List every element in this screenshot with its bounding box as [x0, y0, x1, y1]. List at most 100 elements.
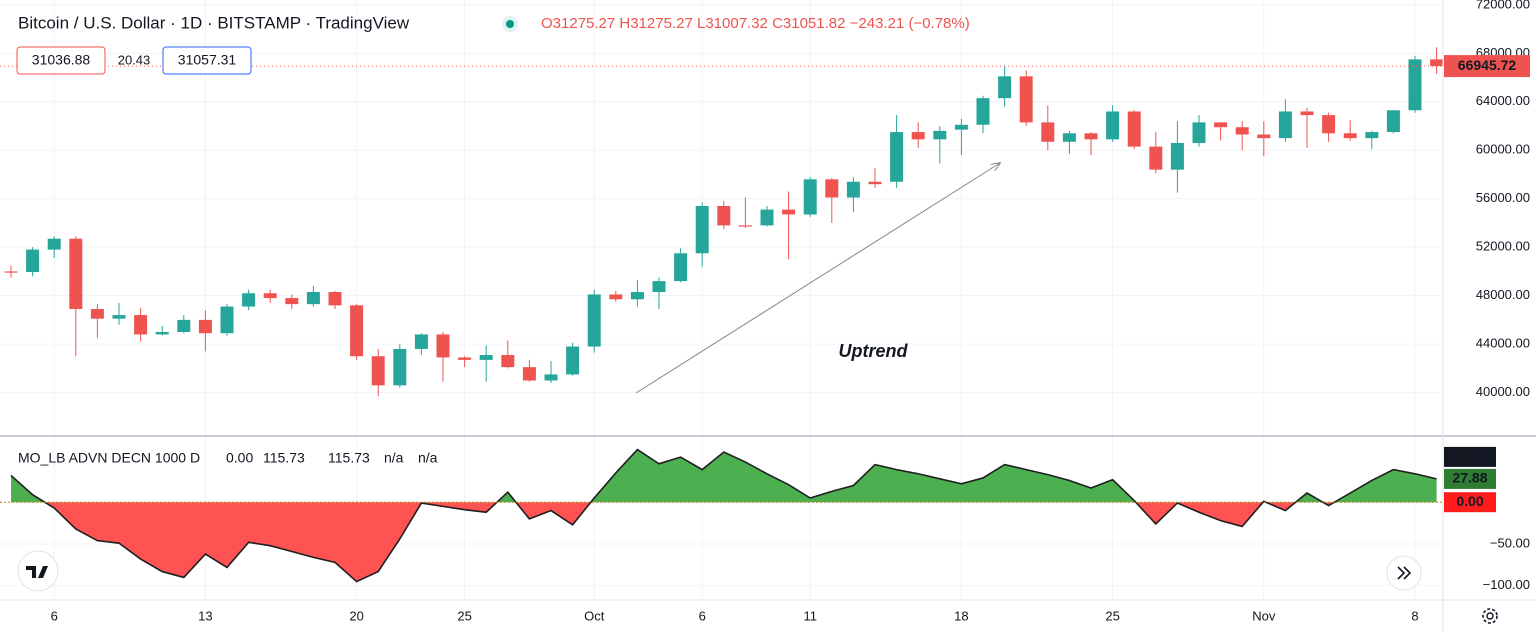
candle-body [1170, 142, 1184, 170]
candle-body [1386, 110, 1400, 133]
candle-body [782, 209, 796, 215]
candle-body [976, 98, 990, 125]
candle-body [911, 132, 925, 140]
settings-icon [1486, 612, 1494, 620]
candle-body [1062, 133, 1076, 142]
candle-body [1408, 59, 1422, 111]
x-tick-label: 6 [51, 608, 58, 623]
settings-button[interactable] [1482, 608, 1498, 624]
candle-body [26, 249, 40, 273]
y-tick-label: 44000.00 [1476, 336, 1530, 351]
x-tick-label: 25 [1105, 608, 1119, 623]
candle-body [738, 225, 752, 227]
candle-body [1365, 132, 1379, 139]
candle-body [155, 332, 169, 335]
candle-body [630, 292, 644, 300]
candle-body [1084, 133, 1098, 140]
candle-body [609, 294, 623, 300]
candle-body [695, 205, 709, 254]
status-dot [506, 20, 514, 28]
y-tick-label: 40000.00 [1476, 384, 1530, 399]
candle-body [306, 292, 320, 305]
candle-body [414, 334, 428, 349]
scroll-icon [1397, 566, 1412, 580]
candle-body [652, 281, 666, 293]
candle-body [998, 76, 1012, 99]
candle-body [1106, 111, 1120, 140]
x-tick-label: 25 [457, 608, 471, 623]
last-price-box [1444, 55, 1530, 78]
legend-high: H31275.27 [619, 15, 692, 32]
x-tick-label: 20 [349, 608, 363, 623]
last-price-label: 66945.72 [1458, 57, 1517, 73]
annotation: Uptrend [839, 341, 909, 361]
candle-body [587, 294, 601, 347]
candle-body [1257, 134, 1271, 139]
positive-area [11, 449, 1437, 503]
candle-body [134, 315, 148, 335]
candle-body [328, 292, 342, 306]
x-tick-label: Oct [584, 608, 605, 623]
candle-body [1235, 127, 1249, 135]
buy-box[interactable] [162, 46, 252, 75]
candle-body [954, 124, 968, 130]
candle-body [285, 298, 299, 305]
sell-price: 31036.88 [32, 52, 91, 68]
y-tick-label: 72000.00 [1476, 0, 1530, 11]
candle-body [371, 356, 385, 386]
y-tick-label: 48000.00 [1476, 287, 1530, 302]
candle-body [522, 367, 536, 381]
candle-body [69, 238, 83, 309]
indicator-legend-value: n/a [384, 450, 404, 466]
y-tick-label: 60000.00 [1476, 142, 1530, 157]
candle-body [1041, 122, 1055, 142]
x-tick-label: 11 [803, 608, 817, 623]
indicator-value-box [1444, 446, 1496, 467]
candle-body [90, 308, 104, 319]
negative-area [44, 502, 1335, 582]
candle-body [177, 319, 191, 333]
candle-body [479, 355, 493, 360]
indicator-legend-value: n/a [418, 450, 438, 466]
candle-body [890, 132, 904, 182]
candle-body [4, 271, 18, 273]
logo-button[interactable] [17, 550, 59, 592]
x-tick-label: 6 [699, 608, 706, 623]
indicator-value-label: 27.88 [1452, 448, 1487, 464]
buy-price: 31057.31 [178, 52, 237, 68]
candle-body [501, 355, 515, 368]
y-tick-label: 64000.00 [1476, 93, 1530, 108]
x-tick-label: 13 [198, 608, 212, 623]
x-tick-label: 8 [1411, 608, 1418, 623]
candle-body [1127, 111, 1141, 147]
spread: 20.43 [118, 52, 151, 67]
legend-close: C31051.82 [772, 15, 845, 32]
indicator-value-label: 0.00 [1456, 493, 1483, 509]
candle-body [1430, 59, 1444, 67]
candle-body [112, 315, 126, 319]
indicator-line [10, 448, 1437, 583]
indicator-value-box [1444, 468, 1496, 489]
candle-body [242, 293, 256, 307]
candle-body [1300, 111, 1314, 116]
candle-body [566, 346, 580, 375]
trend-arrow [635, 163, 1000, 394]
symbol-title[interactable]: Bitcoin / U.S. Dollar · 1D · BITSTAMP · … [18, 13, 410, 32]
candle-body [933, 130, 947, 140]
legend-low: L31007.32 [697, 15, 768, 32]
candle-body [1322, 115, 1336, 134]
candle-body [760, 209, 774, 226]
candle-body [458, 357, 472, 360]
y-tick-label: 52000.00 [1476, 239, 1530, 254]
indicator-legend-value: 0.00 [226, 450, 253, 466]
y-tick-label: 56000.00 [1476, 190, 1530, 205]
candle-body [1192, 122, 1206, 143]
candle-body [717, 205, 731, 226]
candle-body [868, 181, 882, 185]
sell-box[interactable] [16, 46, 106, 75]
candle-body [1019, 76, 1033, 123]
candle-body [263, 293, 277, 299]
indicator-title[interactable]: MO_LB ADVN DECN 1000 D [18, 450, 200, 466]
candle-body [393, 348, 407, 386]
